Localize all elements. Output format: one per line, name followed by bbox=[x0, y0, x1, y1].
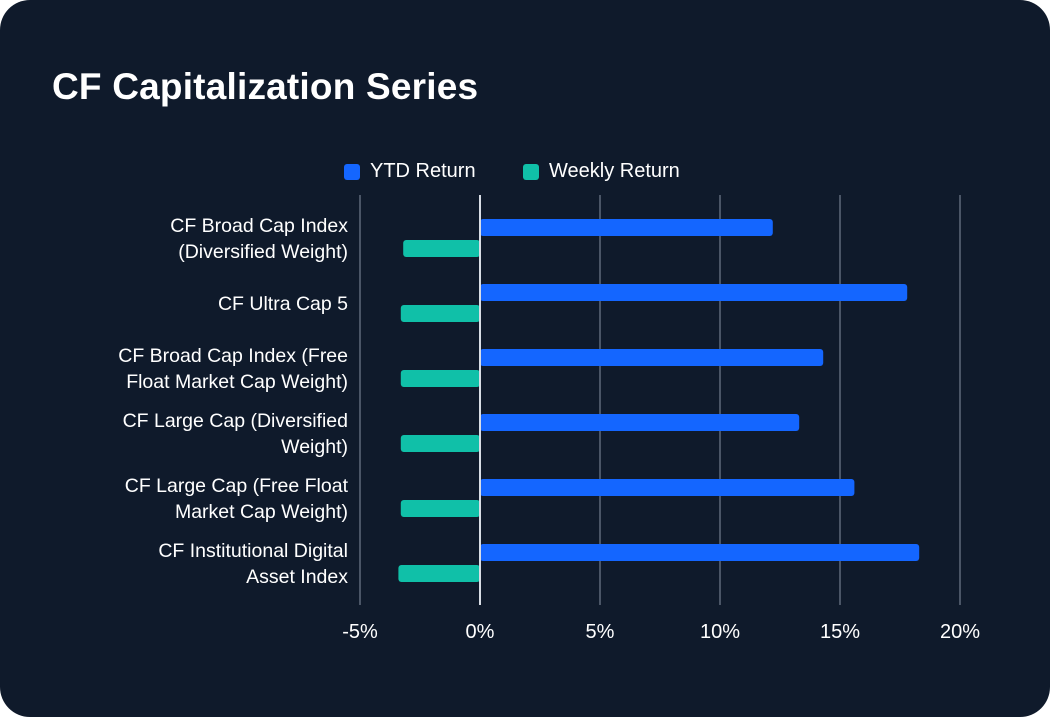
ytd-bar-4 bbox=[480, 479, 855, 496]
category-label-line: Asset Index bbox=[246, 566, 348, 588]
category-label-2: CF Broad Cap Index (Free Float Market Cap… bbox=[118, 345, 348, 393]
ytd-bar-2 bbox=[480, 349, 824, 366]
legend: YTD Return Weekly Return bbox=[0, 160, 1050, 186]
category-label-line: Market Cap Weight) bbox=[175, 501, 348, 523]
ytd-bar-3 bbox=[480, 414, 800, 431]
category-label-0: CF Broad Cap Index (Diversified Weight) bbox=[170, 215, 348, 263]
category-label-line: CF Broad Cap Index (Free bbox=[118, 345, 348, 367]
legend-label-ytd: YTD Return bbox=[370, 160, 476, 182]
legend-label-weekly: Weekly Return bbox=[549, 160, 680, 182]
ytd-bar-1 bbox=[480, 284, 908, 301]
legend-swatch-weekly bbox=[523, 163, 539, 180]
category-label-line: (Diversified Weight) bbox=[178, 241, 348, 263]
category-label-line: CF Large Cap (Free Float bbox=[125, 475, 349, 497]
legend-item-ytd[interactable]: YTD Return bbox=[344, 160, 476, 183]
category-label-4: CF Large Cap (Free Float Market Cap Weigh… bbox=[125, 475, 349, 523]
category-label-3: CF Large Cap (Diversified Weight) bbox=[123, 410, 348, 458]
x-tick-label-3: 10% bbox=[700, 621, 740, 643]
ytd-bar-5 bbox=[480, 544, 920, 561]
category-label-line: CF Institutional Digital bbox=[158, 540, 348, 562]
x-tick-label-0: -5% bbox=[342, 621, 378, 643]
x-tick-label-1: 0% bbox=[466, 621, 495, 643]
legend-item-weekly[interactable]: Weekly Return bbox=[523, 160, 680, 183]
weekly-bar-3 bbox=[400, 435, 480, 452]
x-tick-label-2: 5% bbox=[586, 621, 615, 643]
page-title: CF Capitalization Series bbox=[52, 66, 479, 107]
ytd-bar-0 bbox=[480, 219, 773, 236]
legend-swatch-ytd bbox=[344, 163, 360, 180]
x-tick-label-4: 15% bbox=[820, 621, 860, 643]
weekly-bar-5 bbox=[398, 565, 480, 582]
category-label-line: Weight) bbox=[281, 436, 348, 458]
category-label-1: CF Ultra Cap 5 bbox=[218, 293, 348, 315]
x-tick-label-5: 20% bbox=[940, 621, 980, 643]
weekly-bar-1 bbox=[400, 305, 480, 322]
weekly-bar-2 bbox=[400, 370, 480, 387]
category-label-5: CF Institutional Digital Asset Index bbox=[158, 540, 348, 588]
category-label-line: CF Broad Cap Index bbox=[170, 215, 348, 237]
category-label-line: Float Market Cap Weight) bbox=[126, 371, 348, 393]
weekly-bar-0 bbox=[403, 240, 480, 257]
category-label-line: CF Ultra Cap 5 bbox=[218, 293, 348, 315]
category-label-line: CF Large Cap (Diversified bbox=[123, 410, 348, 432]
weekly-bar-4 bbox=[400, 500, 480, 517]
